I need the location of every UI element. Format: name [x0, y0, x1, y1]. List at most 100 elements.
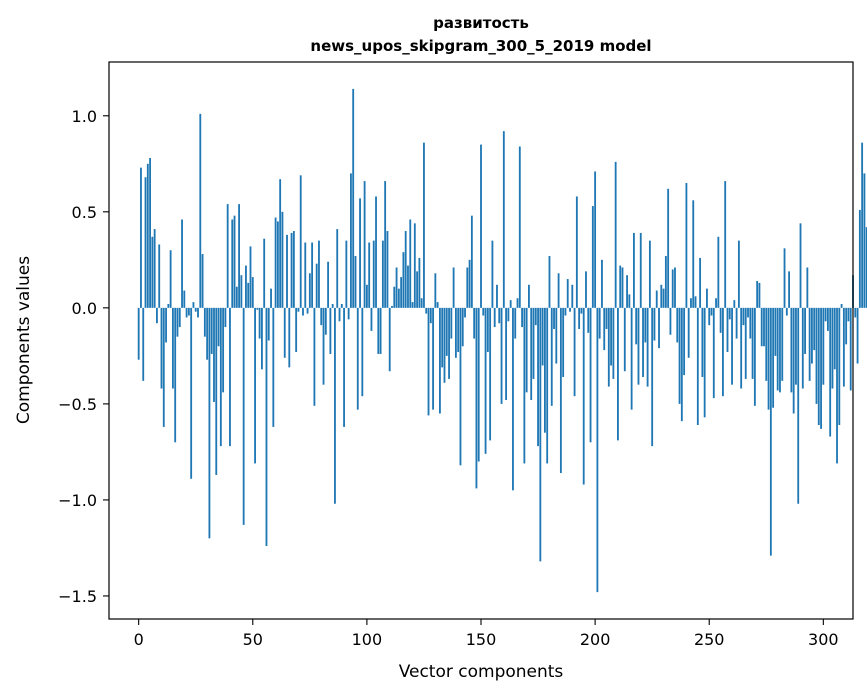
bar — [662, 288, 665, 308]
bar — [722, 307, 724, 397]
bar — [201, 254, 204, 308]
bar — [735, 307, 738, 339]
bar — [165, 307, 167, 343]
bar — [678, 307, 681, 404]
bar — [368, 242, 371, 308]
bar — [849, 307, 852, 391]
bar — [856, 307, 859, 364]
bar — [375, 196, 377, 308]
bar — [740, 307, 743, 389]
bar — [785, 307, 788, 316]
x-tick-label: 300 — [808, 630, 839, 649]
bar — [222, 307, 225, 393]
bar — [356, 307, 359, 410]
bar — [167, 304, 170, 308]
bar — [671, 269, 674, 308]
bar — [379, 307, 382, 354]
bar — [557, 273, 560, 308]
bar — [502, 131, 505, 308]
bar — [694, 296, 697, 308]
bar — [149, 158, 151, 308]
bar — [292, 231, 295, 308]
bar — [329, 307, 332, 354]
y-tick-label: −1.5 — [58, 587, 97, 606]
bar — [842, 307, 845, 387]
bar — [642, 307, 644, 377]
bar — [171, 307, 174, 389]
bar — [295, 307, 298, 353]
bar — [361, 307, 364, 397]
bar — [290, 232, 293, 308]
bar — [315, 263, 318, 308]
bar — [719, 307, 722, 333]
bar — [669, 307, 672, 335]
bar — [585, 271, 587, 308]
bar — [381, 240, 384, 308]
bar — [493, 307, 496, 328]
bar — [439, 307, 441, 414]
bar — [733, 300, 736, 308]
bar — [525, 307, 528, 393]
bar — [760, 307, 763, 347]
bar — [699, 257, 702, 308]
bar — [144, 177, 147, 308]
bar — [523, 307, 526, 464]
bar — [146, 163, 149, 308]
bar — [790, 307, 793, 393]
bar — [217, 307, 220, 347]
bar — [817, 307, 820, 426]
bar — [690, 298, 692, 308]
bar — [628, 294, 631, 308]
bar — [231, 219, 234, 308]
bar — [441, 307, 444, 368]
bar — [283, 307, 286, 358]
bar — [251, 277, 254, 308]
bar — [712, 307, 715, 399]
bar — [578, 307, 581, 329]
bar — [359, 198, 361, 308]
bar — [614, 161, 617, 308]
bar — [644, 307, 647, 343]
bar — [402, 252, 405, 308]
bar — [261, 307, 263, 370]
bar — [140, 167, 142, 308]
bar — [706, 288, 708, 308]
bar — [256, 307, 259, 310]
bar — [370, 307, 373, 331]
bar — [651, 307, 654, 447]
bar — [509, 300, 512, 308]
bar — [400, 277, 403, 308]
bar — [676, 307, 679, 343]
bar — [354, 255, 357, 308]
bar — [213, 307, 215, 402]
bar — [728, 307, 731, 320]
bar — [247, 282, 250, 308]
x-tick-label: 50 — [243, 630, 263, 649]
chart-subtitle: news_upos_skipgram_300_5_2019 model — [310, 37, 651, 55]
bar — [701, 307, 704, 377]
bar — [633, 232, 635, 308]
bar — [432, 307, 434, 410]
bar — [338, 307, 341, 322]
bar — [489, 307, 492, 441]
bar — [518, 146, 521, 308]
bar — [674, 267, 676, 308]
bar — [258, 307, 261, 339]
bar — [514, 307, 517, 339]
bar — [445, 307, 448, 356]
bar — [334, 307, 336, 504]
bar — [541, 307, 544, 366]
bar — [160, 307, 163, 389]
bar — [769, 307, 772, 556]
bar — [203, 307, 206, 337]
bar — [272, 307, 275, 427]
bar — [242, 307, 245, 525]
bar — [726, 307, 729, 353]
bar — [737, 240, 740, 308]
x-axis-ticks: 0 50 100 150 200 250 300 — [134, 619, 839, 649]
bar — [311, 242, 314, 308]
bar — [477, 307, 480, 462]
bar — [199, 113, 202, 308]
bar — [648, 240, 651, 308]
